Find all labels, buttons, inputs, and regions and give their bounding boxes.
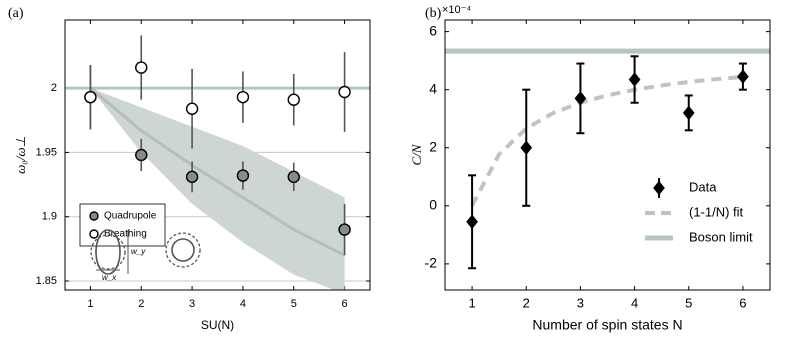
legend-box xyxy=(79,203,166,247)
y-tick-label: 1.9 xyxy=(42,211,57,223)
curve xyxy=(470,74,744,207)
x-tick-label: 1 xyxy=(468,295,475,310)
marker xyxy=(682,105,695,121)
marker xyxy=(338,85,351,99)
x-tick-label: 3 xyxy=(577,295,584,310)
legend-label: Boson limit xyxy=(689,229,753,244)
marker xyxy=(466,214,478,230)
marker xyxy=(737,69,749,84)
marker xyxy=(236,90,250,104)
plot-area xyxy=(445,48,770,270)
y-tick-label: 4 xyxy=(429,80,437,96)
marker xyxy=(185,170,199,184)
marker xyxy=(338,223,351,236)
legend-label: Quadrupole xyxy=(104,211,157,222)
x-tick-label: 4 xyxy=(240,298,246,310)
x-tick-label: 6 xyxy=(342,298,348,310)
inset-label: w_x xyxy=(102,273,117,282)
y-axis-label: ω₀/ω⊥ xyxy=(13,136,28,174)
x-axis-label: SU(N) xyxy=(201,318,234,332)
y-tick-label: 6 xyxy=(429,22,437,38)
x-tick-label: 2 xyxy=(523,295,530,310)
legend-swatch xyxy=(89,211,99,221)
legend-label: Data xyxy=(689,179,717,194)
inset-circle xyxy=(90,234,126,270)
marker xyxy=(135,148,148,162)
inset-label: w_y xyxy=(131,247,146,256)
y-tick-label: 2 xyxy=(51,82,57,94)
marker xyxy=(84,90,97,104)
inset-ellipse xyxy=(95,229,121,275)
y-tick-label: 2 xyxy=(429,138,437,154)
panel-label: (b) xyxy=(425,6,442,21)
marker xyxy=(628,72,641,87)
x-axis-label: Number of spin states N xyxy=(532,317,682,333)
legend-swatch xyxy=(89,229,99,239)
x-tick-label: 5 xyxy=(291,298,297,310)
x-tick-label: 5 xyxy=(685,295,692,310)
y-tick-label: 1.95 xyxy=(36,146,57,158)
panel-label: (a) xyxy=(8,6,24,21)
plot-frame xyxy=(444,19,771,291)
marker xyxy=(520,140,533,156)
marker xyxy=(236,169,250,182)
plot-frame xyxy=(64,19,371,291)
y-tick-label: 0 xyxy=(429,197,437,213)
y-axis-label: C/N xyxy=(409,143,424,165)
x-tick-label: 2 xyxy=(138,298,144,310)
marker xyxy=(574,91,587,106)
x-tick-label: 6 xyxy=(739,295,746,310)
marker xyxy=(287,93,300,106)
x-tick-label: 4 xyxy=(631,295,638,310)
legend-label: (1-1/N) fit xyxy=(689,204,744,219)
y-tick-label: -2 xyxy=(425,255,438,271)
inset-circle xyxy=(165,232,201,268)
marker xyxy=(185,102,199,115)
x-tick-label: 3 xyxy=(189,298,195,310)
plot-area xyxy=(65,35,370,290)
marker xyxy=(287,170,300,184)
legend-swatch xyxy=(653,180,665,196)
x-tick-label: 1 xyxy=(87,298,93,310)
y-multiplier: ×10⁻⁴ xyxy=(442,4,471,16)
curve xyxy=(89,86,346,257)
panel: (a) 1.85 1.9 1.95 2 1 2 3 4 5 6 SU(N) ω₀/ω⊥ Quadrupol… xyxy=(8,6,371,332)
inset-circle xyxy=(171,238,195,262)
marker xyxy=(135,61,148,74)
legend-label: Breathing xyxy=(104,229,147,240)
y-tick-label: 1.85 xyxy=(36,275,57,287)
panel: (b) -2 0 2 4 6 1 2 3 4 5 6 Number of spin states N C/… xyxy=(409,4,771,333)
